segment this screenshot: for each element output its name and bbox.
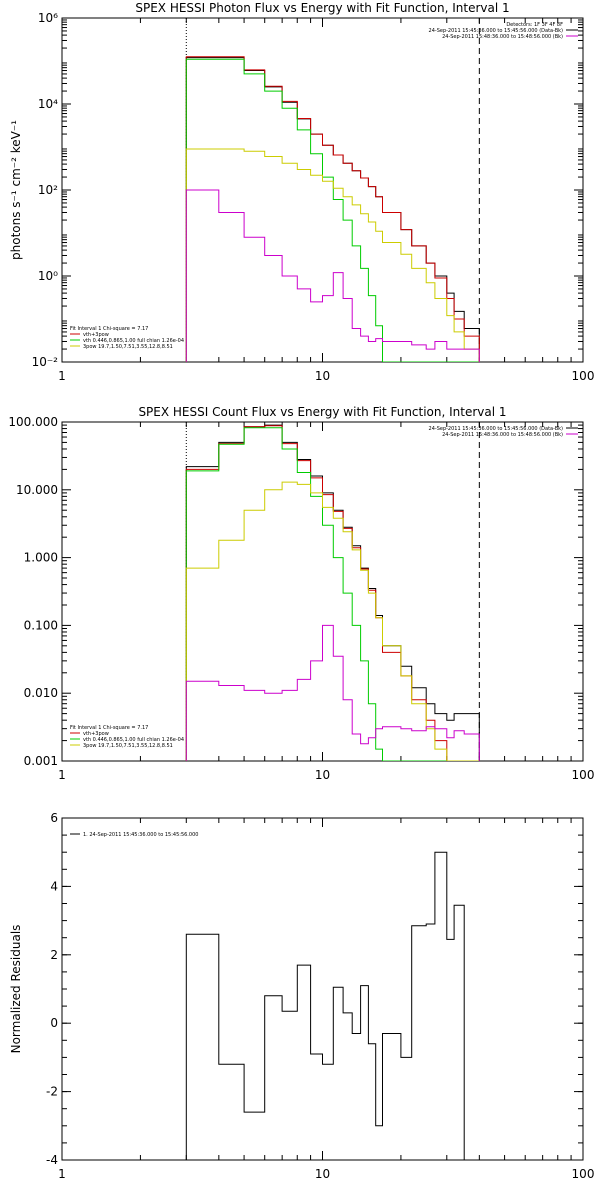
x-tick-label: 1 [58,768,66,782]
y-tick-label: -2 [46,1085,58,1099]
y-tick-label: 10⁰ [38,269,58,283]
y-tick-label: 10⁴ [38,97,58,111]
series-data-bk [185,57,480,362]
chart-title: SPEX HESSI Count Flux vs Energy with Fit… [138,405,506,419]
series-vth [185,427,480,761]
x-tick-label: 100 [572,369,595,383]
chart-3: 1 10 100 -4 -2 0 2 4 6 Normalized Residuals 1. 24-… [9,811,594,1181]
chart-1: SPEX HESSI Photon Flux vs Energy with Fi… [9,1,594,383]
series-group [185,424,480,761]
y-tick-label: 0.100 [24,618,58,632]
x-tick-label: 10 [315,369,330,383]
series-bk [185,624,480,761]
y-tick-label: 4 [50,879,58,893]
plot-frame [61,817,584,1161]
legend-left-text: vth 0.446,0.865,1.00 full chian 1.26e-04 [83,737,184,743]
y-tick-label: 100.000 [8,415,58,429]
series-vth [185,58,480,362]
y-tick-label: 0.010 [24,686,58,700]
legend-left-text: 3pow 19.7,1.50,7.51,3.55,12.8,8.51 [83,743,173,749]
chart-title: SPEX HESSI Photon Flux vs Energy with Fi… [135,1,509,15]
series-3pow [185,148,480,362]
legend-left-text: Fit Interval 1 Chi-square = 7.17 [70,725,148,731]
y-tick-label: 6 [50,811,58,825]
plot-frame [61,17,584,363]
series-group [185,851,480,1160]
legend-left-text: Fit Interval 1 Chi-square = 7.17 [70,326,148,332]
series-bk [185,189,480,362]
legend-right-text: Detectors: 1F 3F 4F 8F [506,22,563,28]
x-tick-label: 10 [315,1167,330,1181]
x-tick-label: 1 [58,369,66,383]
y-tick-label: 10⁻² [32,355,59,369]
legend-right-text: 24-Sep-2011 15:45:36.000 to 15:45:56.000… [429,28,564,34]
legend-left-text: vth+3pow [83,332,109,338]
legend-right-text: 24-Sep-2011 15:45:36.000 to 15:45:56.000… [429,426,564,432]
y-axis-label: Normalized Residuals [9,925,23,1054]
chart-2: SPEX HESSI Count Flux vs Energy with Fit… [8,405,594,782]
x-tick-label: 100 [572,768,595,782]
y-tick-label: 2 [50,948,58,962]
series-group [185,56,480,362]
plot-frame [61,421,584,762]
y-tick-label: 0 [50,1016,58,1030]
series-data-bk [185,424,480,761]
y-tick-label: 10⁶ [38,11,58,25]
x-tick-label: 1 [58,1167,66,1181]
y-axis-label: photons s⁻¹ cm⁻² keV⁻¹ [9,120,23,260]
series-vth-3pow [185,56,480,362]
legend-right-text: 24-Sep-2011 15:48:36.000 to 15:48:56.000… [442,432,563,438]
legend-left-text: 1. 24-Sep-2011 15:45:36.000 to 15:45:56.… [83,832,198,838]
legend-right-text: 24-Sep-2011 15:48:36.000 to 15:48:56.000… [442,34,563,40]
y-tick-label: 0.001 [24,754,58,768]
series-3pow [185,481,480,761]
x-tick-label: 100 [572,1167,595,1181]
series-residuals [185,851,480,1160]
legend-left-text: vth 0.446,0.865,1.00 full chian 1.26e-04 [83,338,184,344]
y-tick-label: 10.000 [16,483,58,497]
legend-left-text: vth+3pow [83,731,109,737]
y-tick-label: 1.000 [24,551,58,565]
y-tick-label: -4 [46,1153,58,1167]
legend-left-text: 3pow 19.7,1.50,7.51,3.55,12.8,8.51 [83,344,173,350]
y-tick-label: 10² [38,183,58,197]
x-tick-label: 10 [315,768,330,782]
